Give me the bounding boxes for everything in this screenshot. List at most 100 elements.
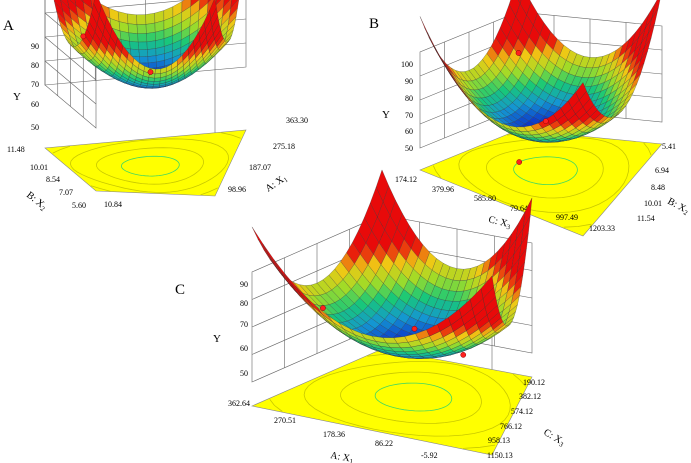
b-axis-label: B: X2	[665, 196, 691, 217]
z-tick-label: 60	[31, 100, 39, 109]
floor-contour-line	[458, 136, 630, 214]
design-point	[542, 118, 549, 124]
surface-cell	[138, 41, 148, 50]
surface-cell	[127, 13, 138, 25]
z-axis-label: Y	[213, 333, 221, 345]
surface-cell	[480, 275, 494, 299]
panel-a: A 90 80 70 60 50 Y 5.60 7.07 8.54 10.01 …	[3, 0, 308, 213]
a-axis-label: C: X3	[487, 214, 512, 231]
a-tick-label: 1203.33	[589, 224, 615, 233]
surface-cell	[139, 56, 149, 64]
floor-contours	[52, 132, 241, 196]
b-tick-label: 6.94	[655, 166, 669, 175]
surface-cell	[147, 55, 157, 64]
a-tick-label: 362.64	[228, 399, 250, 408]
z-tick-label: 80	[31, 61, 39, 70]
floor-contour-line	[340, 371, 482, 424]
design-point	[516, 159, 523, 165]
surface-cell	[147, 48, 157, 57]
z-tick-label: 100	[401, 60, 413, 69]
z-tick-label: 70	[405, 111, 413, 120]
design-point	[460, 352, 467, 358]
floor-contour-line	[69, 138, 229, 193]
design-point	[147, 69, 154, 75]
a-tick-label: 997.49	[556, 213, 578, 222]
surface-cell	[279, 269, 296, 291]
b-tick-label: 11.54	[637, 214, 655, 223]
z-tick-label: 50	[31, 123, 39, 132]
surface-cell	[127, 23, 138, 34]
b-tick-label: 7.07	[59, 188, 73, 197]
a-tick-label: -5.92	[421, 451, 438, 460]
surface-cell	[518, 0, 522, 5]
surface-cell	[130, 48, 140, 57]
floor-contour-line	[374, 382, 453, 412]
floor-contour-line	[52, 132, 241, 196]
surface-cell	[442, 59, 455, 76]
surface-cell	[154, 68, 162, 75]
surface-cell	[262, 243, 280, 270]
b-tick-label: 5.41	[662, 142, 676, 151]
panel-c: C 90 80 70 60 50 Y 362.64 270.51 178.36 …	[175, 169, 567, 463]
b-tick-label: 8.54	[46, 175, 60, 184]
b-tick-label: 382.12	[519, 392, 541, 401]
contour-floor	[419, 129, 663, 237]
b-tick-label: 10.01	[644, 199, 662, 208]
response-surface	[251, 169, 533, 359]
z-tick-label: 80	[405, 94, 413, 103]
a-tick-label: 86.22	[375, 439, 393, 448]
design-points	[80, 33, 154, 75]
design-point	[320, 305, 326, 311]
surface-cell	[145, 22, 156, 34]
b-tick-label: 190.12	[523, 378, 545, 387]
surface-cell	[251, 226, 269, 255]
z-tick-label: 90	[405, 77, 413, 86]
a-tick-label: 187.07	[249, 163, 271, 172]
a-axis-ticks: 362.64 270.51 178.36 86.22 -5.92	[228, 399, 438, 460]
z-tick-label: 50	[240, 369, 248, 378]
a-tick-label: 79.64	[510, 204, 528, 213]
z-tick-label: 70	[31, 80, 39, 89]
panel-b: B 100 90 80 70 60 50 Y 174.12 379.96 585…	[369, 0, 691, 237]
floor-contour-line	[485, 146, 604, 199]
z-axis-ticks: 100 90 80 70 60 50	[401, 60, 413, 153]
surface-cell	[153, 77, 161, 82]
surface-cell	[575, 82, 587, 101]
b-tick-label: 958.13	[488, 436, 510, 445]
design-point	[515, 50, 522, 56]
surface-cell	[129, 41, 140, 50]
floor-contour-line	[120, 155, 180, 177]
b-tick-label: 1150.13	[487, 451, 513, 460]
surface-cell	[146, 32, 156, 43]
a-tick-label: 178.36	[323, 430, 345, 439]
b-axis-ticks: 11.54 10.01 8.48 6.94 5.41	[637, 142, 676, 223]
b-axis-label: C: X3	[541, 427, 567, 449]
surface-cell	[136, 14, 147, 25]
response-surface	[53, 0, 239, 89]
contour-floor	[251, 348, 533, 456]
floor-contour-line	[303, 361, 511, 437]
a-tick-label: 98.96	[228, 185, 246, 194]
z-axis-ticks: 90 80 70 60 50	[31, 42, 39, 132]
design-points	[320, 305, 467, 358]
z-tick-label: 80	[240, 299, 248, 308]
a-tick-label: 379.96	[432, 185, 454, 194]
surface-cell	[215, 0, 222, 6]
b-tick-label: 8.48	[651, 183, 665, 192]
surface-cell	[137, 33, 148, 43]
z-axis-label: Y	[13, 91, 21, 103]
a-axis-ticks: 10.84 98.96 187.07 275.18 363.30	[104, 116, 308, 209]
panel-label: A	[3, 18, 14, 34]
a-tick-label: 270.51	[274, 416, 296, 425]
z-tick-label: 90	[240, 280, 248, 289]
surface-cell	[136, 24, 147, 34]
contour-floor	[44, 129, 247, 197]
b-axis-ticks: 5.60 7.07 8.54 10.01 11.48	[7, 145, 86, 210]
surface-cell	[145, 12, 156, 25]
b-tick-label: 574.12	[511, 407, 533, 416]
response-surface	[419, 0, 661, 143]
surface-cell	[146, 40, 156, 50]
a-axis-label: A: X1	[329, 450, 354, 463]
z-tick-label: 90	[31, 42, 39, 51]
